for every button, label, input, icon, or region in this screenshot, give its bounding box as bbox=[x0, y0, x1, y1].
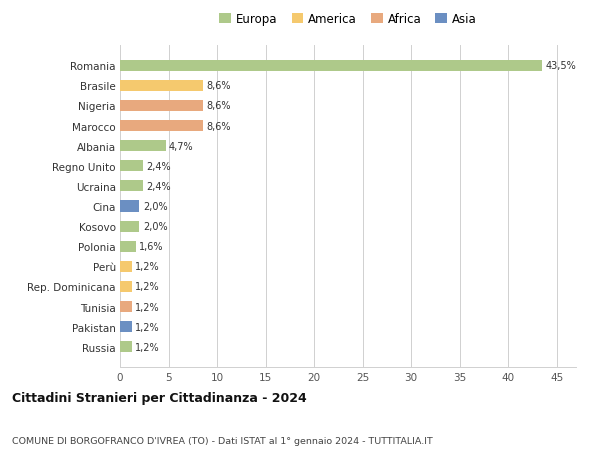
Bar bbox=[120, 121, 203, 132]
Text: 2,4%: 2,4% bbox=[146, 181, 172, 191]
Text: 8,6%: 8,6% bbox=[207, 81, 232, 91]
Text: 8,6%: 8,6% bbox=[207, 101, 232, 111]
Bar bbox=[120, 81, 203, 92]
Text: 1,2%: 1,2% bbox=[135, 342, 160, 352]
Text: 4,7%: 4,7% bbox=[169, 141, 194, 151]
Legend: Europa, America, Africa, Asia: Europa, America, Africa, Asia bbox=[220, 13, 476, 26]
Text: Cittadini Stranieri per Cittadinanza - 2024: Cittadini Stranieri per Cittadinanza - 2… bbox=[12, 391, 307, 404]
Text: 8,6%: 8,6% bbox=[207, 121, 232, 131]
Text: COMUNE DI BORGOFRANCO D'IVREA (TO) - Dati ISTAT al 1° gennaio 2024 - TUTTITALIA.: COMUNE DI BORGOFRANCO D'IVREA (TO) - Dat… bbox=[12, 436, 433, 445]
Text: 1,2%: 1,2% bbox=[135, 282, 160, 292]
Bar bbox=[120, 302, 131, 313]
Bar bbox=[120, 101, 203, 112]
Text: 1,2%: 1,2% bbox=[135, 322, 160, 332]
Text: 2,4%: 2,4% bbox=[146, 162, 172, 171]
Bar bbox=[120, 161, 143, 172]
Text: 43,5%: 43,5% bbox=[545, 61, 576, 71]
Bar bbox=[120, 341, 131, 353]
Bar bbox=[120, 181, 143, 192]
Bar bbox=[120, 281, 131, 292]
Bar bbox=[120, 321, 131, 332]
Text: 2,0%: 2,0% bbox=[143, 222, 167, 232]
Bar bbox=[120, 241, 136, 252]
Text: 1,2%: 1,2% bbox=[135, 262, 160, 272]
Text: 2,0%: 2,0% bbox=[143, 202, 167, 212]
Bar bbox=[120, 221, 139, 232]
Text: 1,6%: 1,6% bbox=[139, 242, 163, 252]
Text: 1,2%: 1,2% bbox=[135, 302, 160, 312]
Bar bbox=[120, 201, 139, 212]
Bar bbox=[120, 141, 166, 152]
Bar bbox=[120, 261, 131, 272]
Bar bbox=[120, 61, 542, 72]
